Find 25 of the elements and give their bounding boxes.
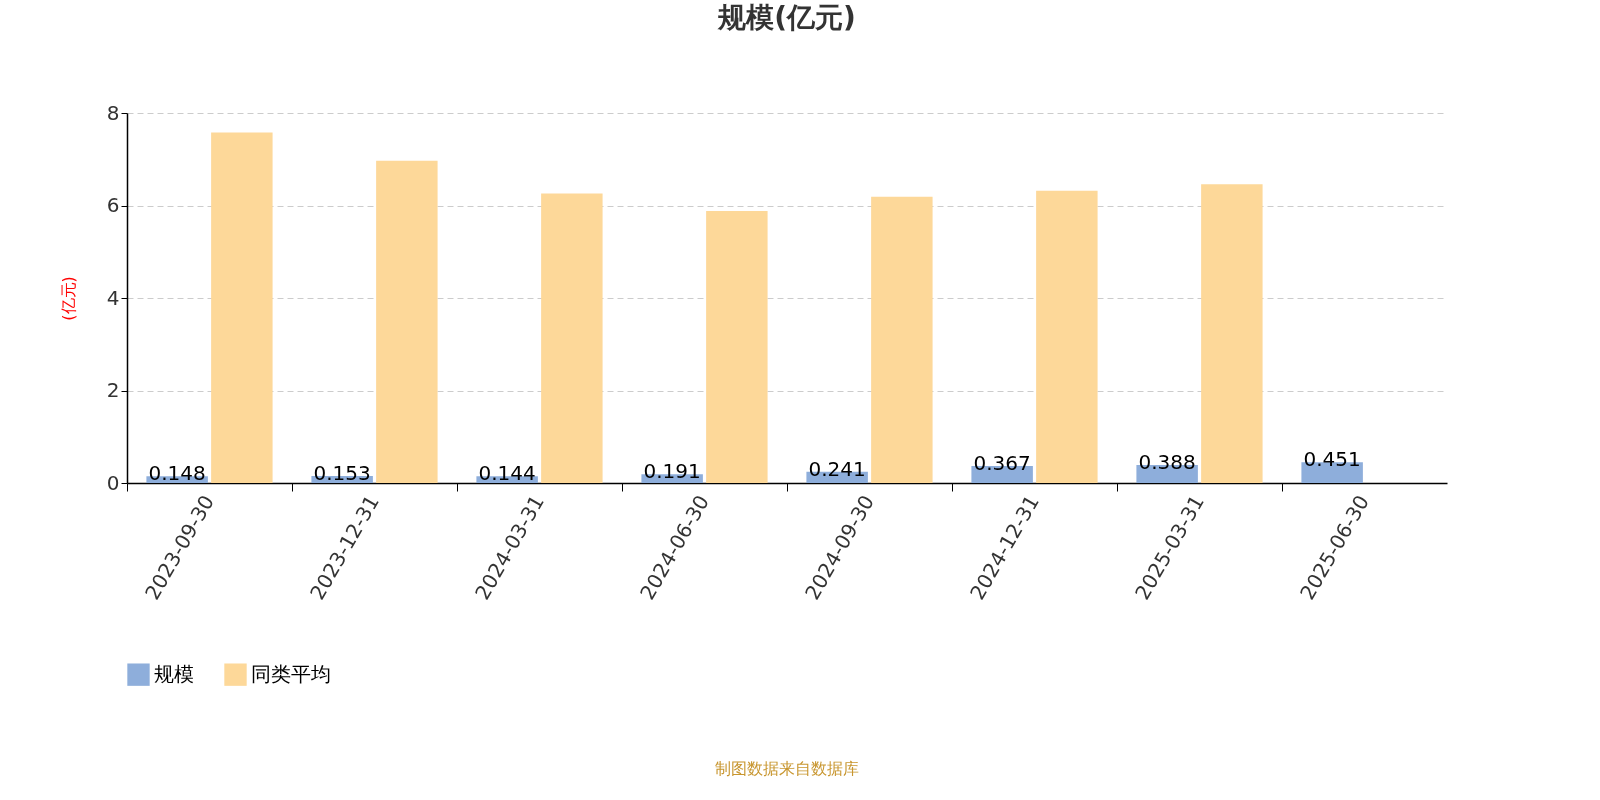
data-label: 0.241 [808,456,866,481]
bar [541,193,603,483]
bar [1036,190,1098,483]
bar [376,160,438,483]
legend-label: 规模 [154,661,194,686]
data-label: 0.148 [148,461,206,486]
text: 制图数据来自数据库 [715,759,859,778]
bar [871,196,933,483]
data-label: 0.191 [643,459,701,484]
data-label: 0.153 [313,460,371,485]
data-label: 0.144 [478,461,536,486]
chart-title: 规模(亿元) [717,1,856,34]
bar [706,211,768,483]
data-label: 0.388 [1138,450,1196,475]
y-tick-label: 0 [106,470,120,495]
data-label: 0.367 [973,451,1031,476]
y-tick-label: 6 [106,193,120,217]
data-label: 0.451 [1303,447,1361,472]
bar [1201,184,1263,483]
bar [211,132,273,483]
y-axis-title: (亿元) [58,276,78,321]
y-tick-label: 8 [106,100,120,125]
y-tick-label: 4 [106,285,120,310]
y-tick-label: 2 [106,378,120,402]
legend-label: 同类平均 [251,661,331,686]
